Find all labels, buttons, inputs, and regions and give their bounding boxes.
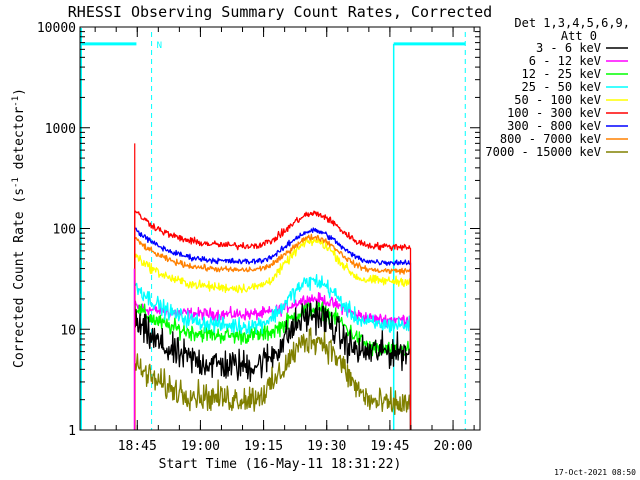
series-line-8 [134, 327, 412, 430]
y-axis-label-sup2: -1 [11, 96, 21, 107]
legend-label-7: 800 - 7000 keV [500, 132, 601, 146]
chart-title: RHESSI Observing Summary Count Rates, Co… [68, 3, 492, 21]
legend-header-2: Att 0 [561, 29, 597, 43]
y-axis-label-end: ) [12, 88, 27, 96]
series-line-3 [134, 274, 412, 430]
timestamp: 17-Oct-2021 08:50 [554, 468, 636, 477]
y-axis-label-sup1: -1 [11, 177, 21, 188]
x-tick-label-2: 19:15 [244, 439, 283, 454]
y-tick-label-2: 100 [53, 223, 76, 238]
axes-layer: 1 10 100 1000 10000 18:45 19:00 19:15 19:30 19:45… [37, 21, 481, 454]
y-tick-label-3: 1000 [45, 122, 76, 137]
y-tick-label-0: 1 [68, 424, 76, 439]
legend-label-0: 3 - 6 keV [536, 41, 601, 55]
x-axis-label: Start Time (16-May-11 18:31:22) [159, 457, 402, 472]
y-axis-label: Corrected Count Rate (s-1 detector-1) [11, 88, 27, 368]
y-axis-label-mid: detector [12, 107, 27, 178]
series-line-2 [134, 300, 412, 430]
x-tick-label-0: 18:45 [118, 439, 157, 454]
series-layer [133, 143, 412, 430]
legend-label-3: 25 - 50 keV [522, 80, 601, 94]
legend-label-5: 100 - 300 keV [507, 106, 601, 120]
series-line-5 [134, 210, 412, 430]
series-line-4 [134, 236, 412, 430]
x-tick-label-3: 19:30 [307, 439, 346, 454]
legend-label-2: 12 - 25 keV [522, 67, 601, 81]
series-line-6 [134, 226, 412, 430]
legend-label-6: 300 - 800 keV [507, 119, 601, 133]
attenuator-marker-0: N [157, 41, 162, 51]
legend-header-1: Det 1,3,4,5,6,9, [514, 16, 630, 30]
x-tick-label-1: 19:00 [181, 439, 220, 454]
series-line-7 [134, 233, 412, 430]
y-tick-label-1: 10 [60, 323, 76, 338]
x-tick-label-4: 19:45 [370, 439, 409, 454]
legend-label-1: 6 - 12 keV [529, 54, 601, 68]
legend-label-4: 50 - 100 keV [514, 93, 601, 107]
legend-label-8: 7000 - 15000 keV [485, 145, 601, 159]
x-tick-label-5: 20:00 [433, 439, 472, 454]
y-axis-label-main: Corrected Count Rate (s [12, 188, 27, 368]
y-tick-label-4: 10000 [37, 21, 76, 36]
